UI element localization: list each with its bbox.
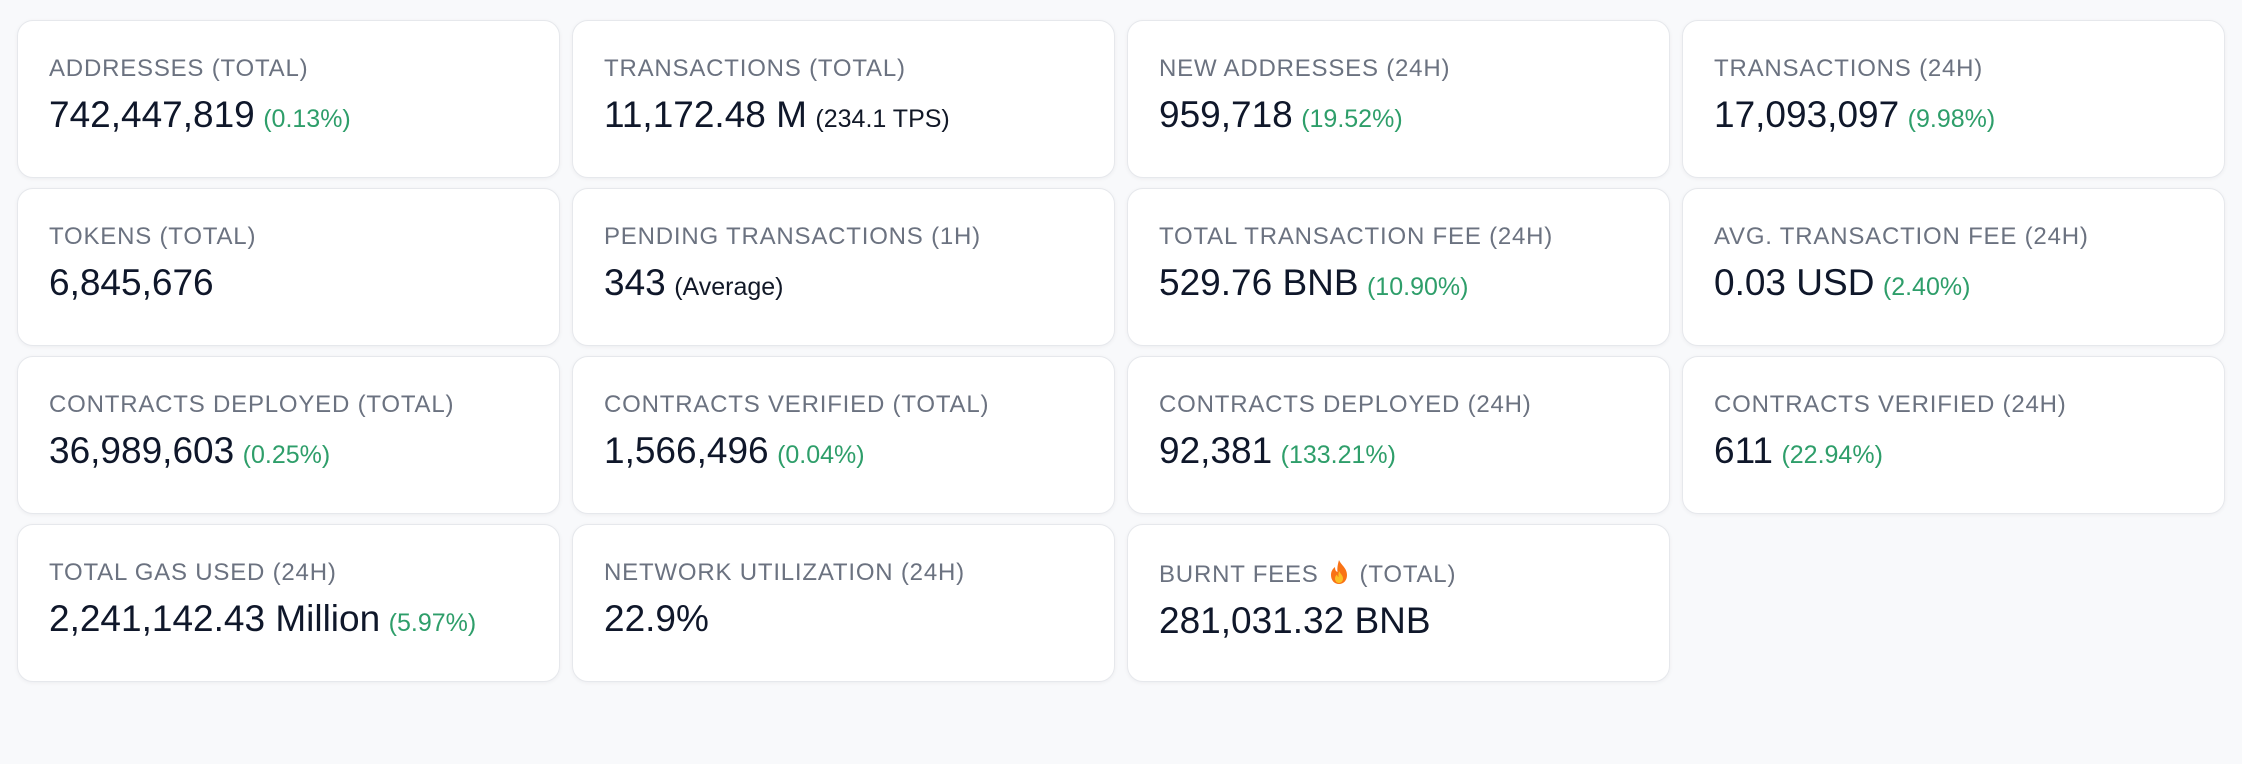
stat-value: 11,172.48 M: [604, 94, 807, 135]
stat-change: (22.94%): [1781, 441, 1883, 469]
stat-value: 343: [604, 262, 666, 303]
fire-icon: [1331, 560, 1348, 584]
stat-card-new-addresses-24h: NEW ADDRESSES (24H) 959,718 (19.52%): [1127, 20, 1670, 178]
stat-change: (0.04%): [777, 441, 865, 469]
stat-value-line: 0.03 USD (2.40%): [1714, 261, 2193, 313]
stat-tps: (234.1 TPS): [815, 105, 950, 133]
stat-label-text: (TOTAL): [1359, 561, 1457, 588]
stat-value: 281,031.32 BNB: [1159, 600, 1431, 641]
stat-value-line: 529.76 BNB (10.90%): [1159, 261, 1638, 313]
stat-value: 2,241,142.43 Million: [49, 598, 381, 639]
stat-value: 1,566,496: [604, 430, 769, 471]
stat-card-transactions-total: TRANSACTIONS (TOTAL) 11,172.48 M (234.1 …: [572, 20, 1115, 178]
stat-card-avg-transaction-fee-24h: AVG. TRANSACTION FEE (24H) 0.03 USD (2.4…: [1682, 188, 2225, 346]
stat-value-line: 2,241,142.43 Million (5.97%): [49, 597, 528, 649]
stat-label: CONTRACTS VERIFIED (TOTAL): [604, 391, 990, 418]
stat-value-line: 17,093,097 (9.98%): [1714, 93, 2193, 145]
stat-value-line: 1,566,496 (0.04%): [604, 429, 1083, 481]
stat-value-line: 959,718 (19.52%): [1159, 93, 1638, 145]
stat-label: PENDING TRANSACTIONS (1H): [604, 223, 981, 250]
stat-change: (9.98%): [1907, 105, 1996, 133]
stat-card-total-gas-used-24h: TOTAL GAS USED (24H) 2,241,142.43 Millio…: [17, 524, 560, 682]
stat-label: NEW ADDRESSES (24H): [1159, 55, 1451, 82]
stat-label: TOTAL TRANSACTION FEE (24H): [1159, 223, 1554, 250]
stat-card-contracts-verified-total: CONTRACTS VERIFIED (TOTAL) 1,566,496 (0.…: [572, 356, 1115, 514]
stat-card-network-utilization-24h: NETWORK UTILIZATION (24H) 22.9%: [572, 524, 1115, 682]
stat-value: 22.9%: [604, 598, 709, 639]
stat-value: 92,381: [1159, 430, 1273, 471]
stat-label: BURNT FEES (TOTAL): [1159, 559, 1638, 589]
stat-value-line: 92,381 (133.21%): [1159, 429, 1638, 481]
stat-change: (2.40%): [1882, 273, 1971, 301]
stat-change: (0.25%): [242, 441, 331, 469]
stat-value-line: 281,031.32 BNB: [1159, 599, 1638, 651]
stat-label: TOTAL GAS USED (24H): [49, 559, 337, 586]
stat-value-line: 22.9%: [604, 597, 1083, 649]
stat-value: 742,447,819: [49, 94, 255, 135]
stat-label: ADDRESSES (TOTAL): [49, 55, 309, 82]
stat-value-line: 11,172.48 M (234.1 TPS): [604, 93, 1083, 145]
stat-label: TRANSACTIONS (24H): [1714, 55, 1984, 82]
stat-value: 611: [1714, 430, 1773, 471]
stat-average-note: (Average): [674, 273, 784, 301]
stat-label: CONTRACTS DEPLOYED (24H): [1159, 391, 1532, 418]
stat-value: 959,718: [1159, 94, 1293, 135]
stat-value-line: 36,989,603 (0.25%): [49, 429, 528, 481]
stat-value-line: 6,845,676: [49, 261, 528, 313]
stat-change: (19.52%): [1301, 105, 1403, 133]
stat-change: (133.21%): [1280, 441, 1396, 469]
stat-label: TOKENS (TOTAL): [49, 223, 257, 250]
stat-card-transactions-24h: TRANSACTIONS (24H) 17,093,097 (9.98%): [1682, 20, 2225, 178]
stat-change: (5.97%): [388, 609, 477, 637]
stat-value: 6,845,676: [49, 262, 214, 303]
stat-card-contracts-verified-24h: CONTRACTS VERIFIED (24H) 611 (22.94%): [1682, 356, 2225, 514]
stat-card-pending-transactions-1h: PENDING TRANSACTIONS (1H) 343 (Average): [572, 188, 1115, 346]
stat-value: 529.76 BNB: [1159, 262, 1359, 303]
stat-label: CONTRACTS VERIFIED (24H): [1714, 391, 2067, 418]
stat-card-total-transaction-fee-24h: TOTAL TRANSACTION FEE (24H) 529.76 BNB (…: [1127, 188, 1670, 346]
stat-card-burnt-fees-total: BURNT FEES (TOTAL) 281,031.32 BNB: [1127, 524, 1670, 682]
stat-change: (10.90%): [1366, 273, 1469, 301]
stat-label: NETWORK UTILIZATION (24H): [604, 559, 965, 586]
stat-value: 17,093,097: [1714, 94, 1900, 135]
stat-value-line: 742,447,819 (0.13%): [49, 93, 528, 145]
stat-label: CONTRACTS DEPLOYED (TOTAL): [49, 391, 455, 418]
stat-label-text: BURNT FEES: [1159, 561, 1319, 588]
stat-card-contracts-deployed-total: CONTRACTS DEPLOYED (TOTAL) 36,989,603 (0…: [17, 356, 560, 514]
stats-grid: ADDRESSES (TOTAL) 742,447,819 (0.13%) TR…: [17, 20, 2225, 682]
stat-card-addresses-total: ADDRESSES (TOTAL) 742,447,819 (0.13%): [17, 20, 560, 178]
stat-value-line: 343 (Average): [604, 261, 1083, 313]
stat-card-contracts-deployed-24h: CONTRACTS DEPLOYED (24H) 92,381 (133.21%…: [1127, 356, 1670, 514]
stat-value: 36,989,603: [49, 430, 235, 471]
stat-label: AVG. TRANSACTION FEE (24H): [1714, 223, 2089, 250]
stat-card-tokens-total: TOKENS (TOTAL) 6,845,676: [17, 188, 560, 346]
stat-value: 0.03 USD: [1714, 262, 1875, 303]
stat-value-line: 611 (22.94%): [1714, 429, 2193, 481]
stat-change: (0.13%): [263, 105, 351, 133]
stat-label: TRANSACTIONS (TOTAL): [604, 55, 906, 82]
